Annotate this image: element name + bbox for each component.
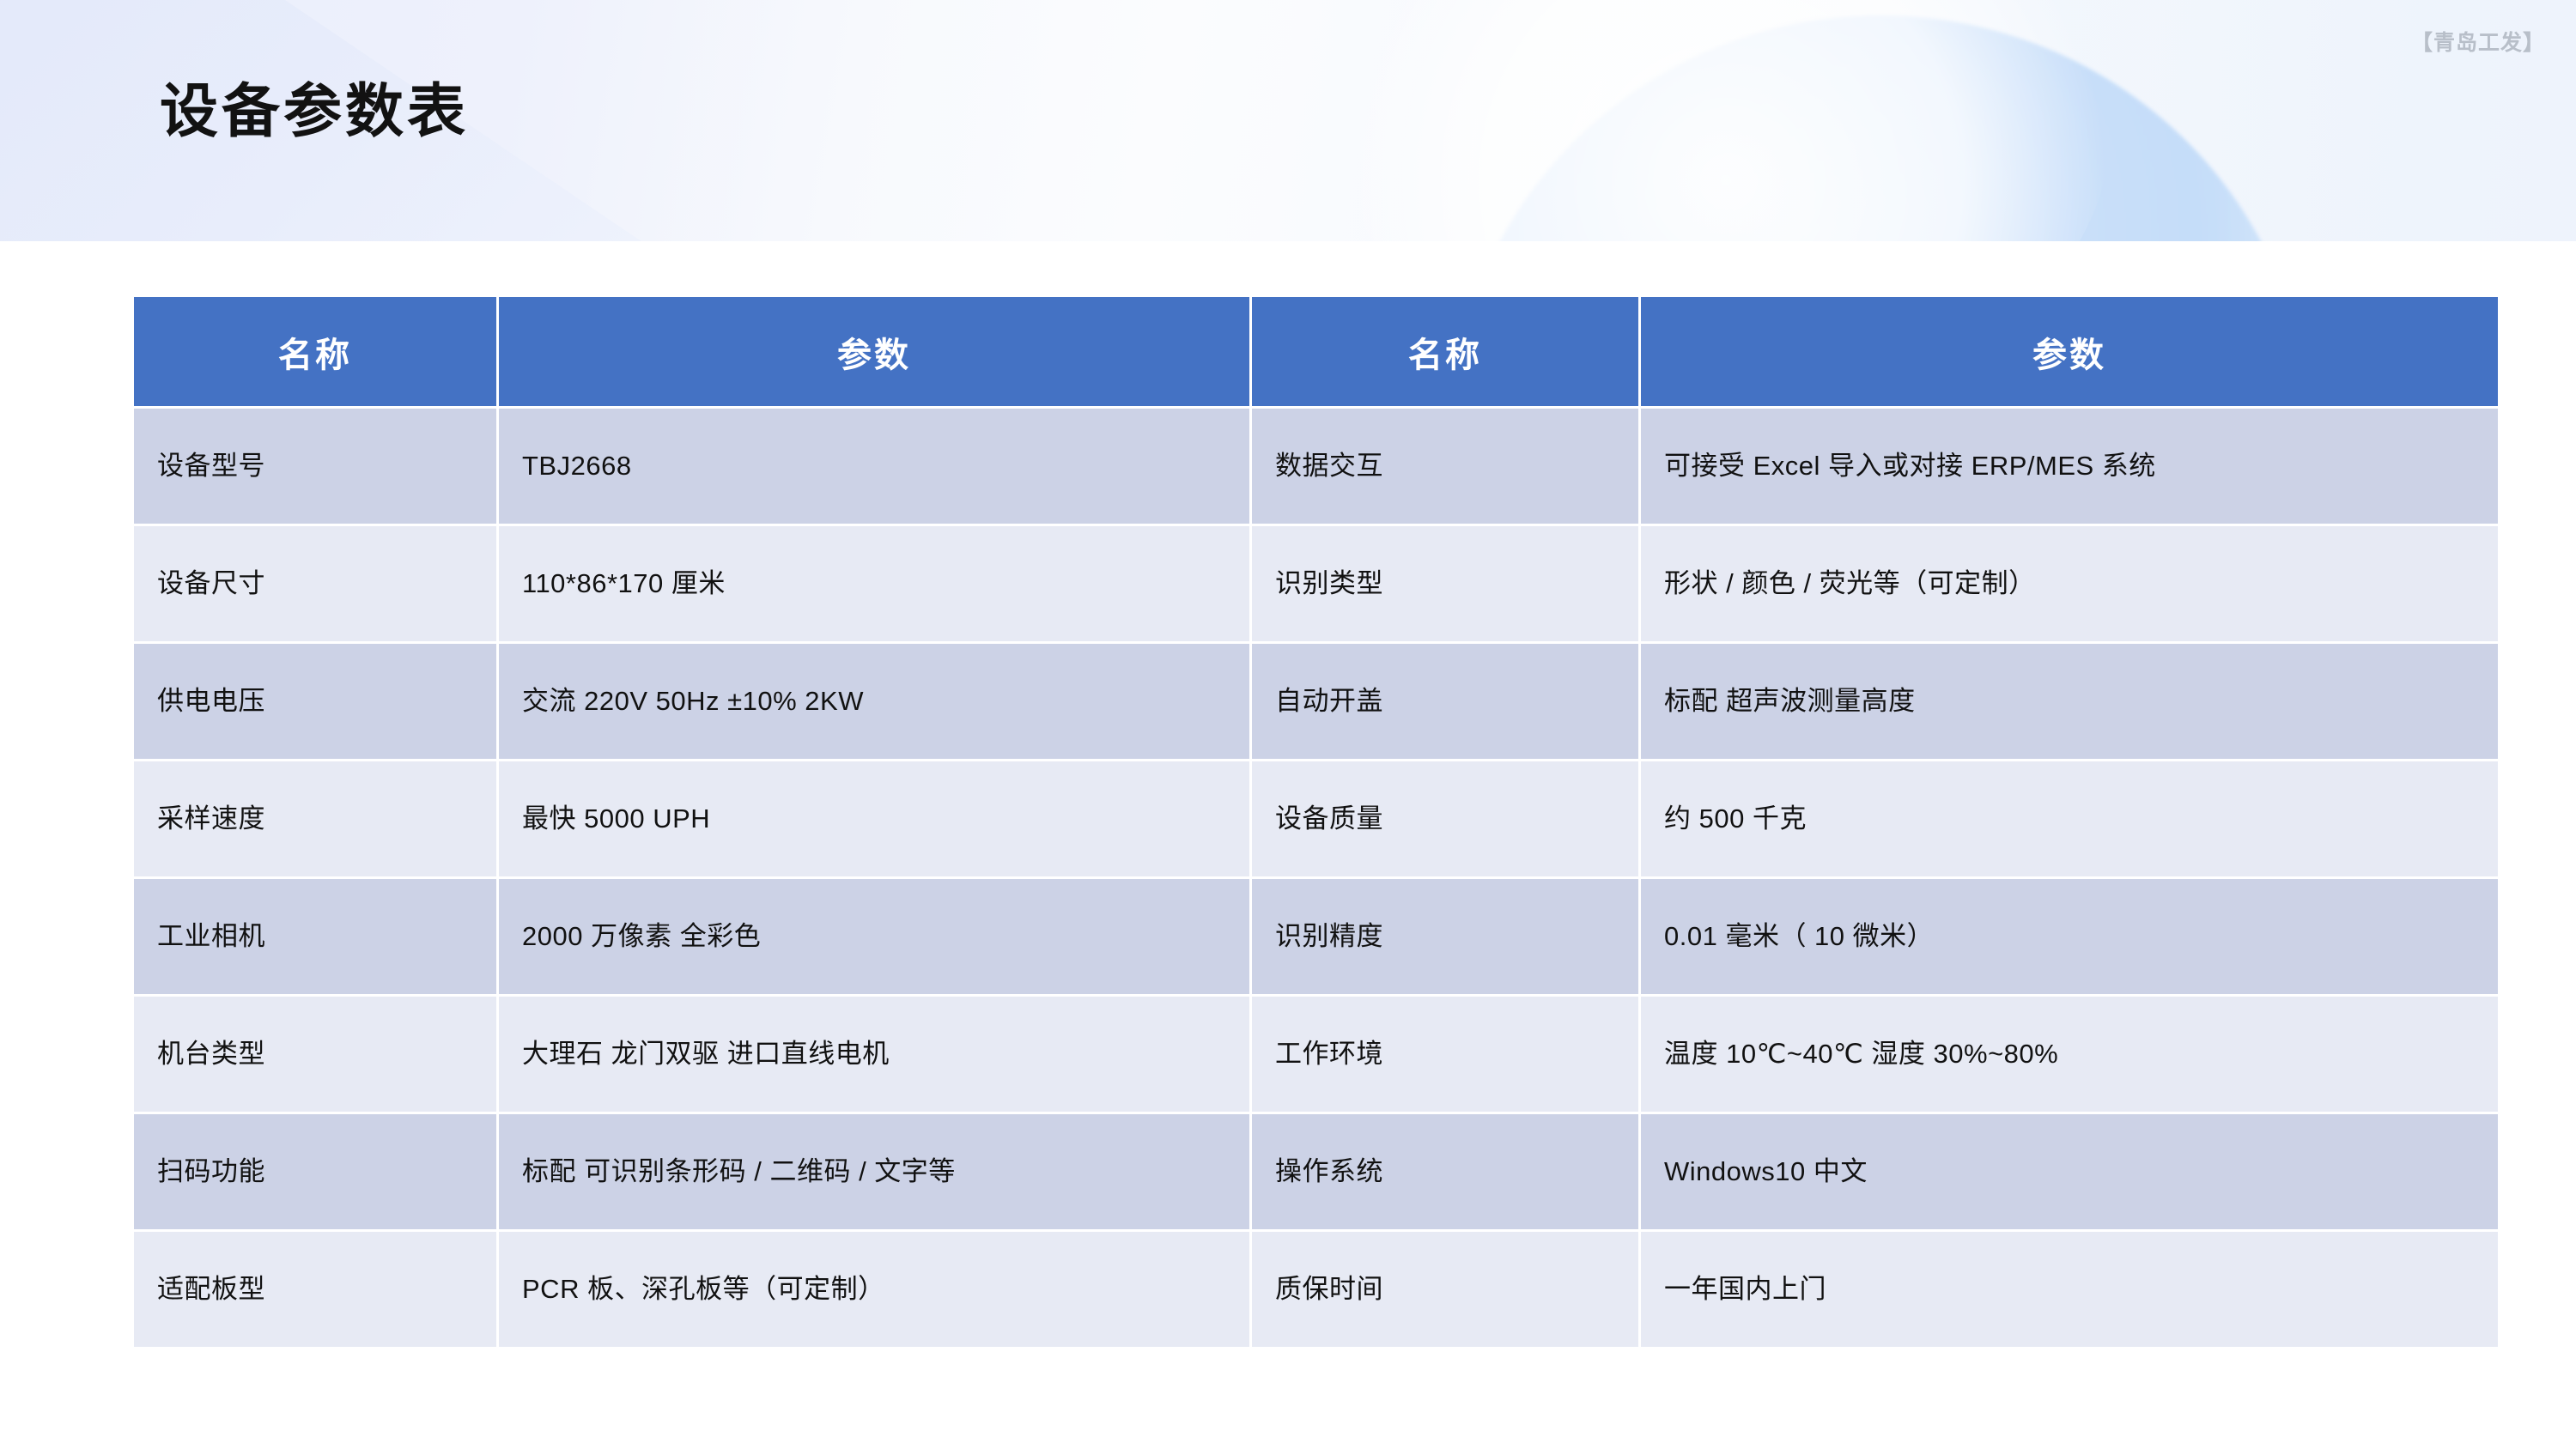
cell-value-left: 大理石 龙门双驱 进口直线电机 bbox=[499, 997, 1249, 1112]
table-header-row: 名称 参数 名称 参数 bbox=[134, 297, 2498, 406]
cell-value-right: 一年国内上门 bbox=[1641, 1232, 2498, 1347]
cell-name-right: 自动开盖 bbox=[1252, 644, 1638, 759]
cell-value-right: 可接受 Excel 导入或对接 ERP/MES 系统 bbox=[1641, 409, 2498, 524]
table-row: 供电电压 交流 220V 50Hz ±10% 2KW 自动开盖 标配 超声波测量… bbox=[134, 644, 2498, 759]
watermark-label: 【青岛工发】 bbox=[2410, 31, 2545, 55]
cell-value-left: 最快 5000 UPH bbox=[499, 761, 1249, 876]
cell-value-right: 约 500 千克 bbox=[1641, 761, 2498, 876]
table-header: 名称 参数 名称 参数 bbox=[134, 297, 2498, 406]
cell-name-right: 识别精度 bbox=[1252, 879, 1638, 994]
cell-name-left: 设备型号 bbox=[134, 409, 496, 524]
cell-value-right: Windows10 中文 bbox=[1641, 1114, 2498, 1229]
column-header-name-right: 名称 bbox=[1252, 297, 1638, 406]
cell-name-left: 机台类型 bbox=[134, 997, 496, 1112]
cell-name-left: 工业相机 bbox=[134, 879, 496, 994]
cell-value-left: 2000 万像素 全彩色 bbox=[499, 879, 1249, 994]
cell-name-right: 操作系统 bbox=[1252, 1114, 1638, 1229]
cell-name-right: 质保时间 bbox=[1252, 1232, 1638, 1347]
table-row: 采样速度 最快 5000 UPH 设备质量 约 500 千克 bbox=[134, 761, 2498, 876]
table-row: 适配板型 PCR 板、深孔板等（可定制） 质保时间 一年国内上门 bbox=[134, 1232, 2498, 1347]
column-header-value-left: 参数 bbox=[499, 297, 1249, 406]
cell-name-left: 适配板型 bbox=[134, 1232, 496, 1347]
header-highlight-shape bbox=[1340, 0, 2112, 241]
cell-value-left: TBJ2668 bbox=[499, 409, 1249, 524]
column-header-value-right: 参数 bbox=[1641, 297, 2498, 406]
header-decoration-band bbox=[0, 0, 2576, 241]
cell-name-left: 采样速度 bbox=[134, 761, 496, 876]
cell-name-right: 识别类型 bbox=[1252, 526, 1638, 641]
cell-name-right: 工作环境 bbox=[1252, 997, 1638, 1112]
table-row: 设备尺寸 110*86*170 厘米 识别类型 形状 / 颜色 / 荧光等（可定… bbox=[134, 526, 2498, 641]
column-header-name-left: 名称 bbox=[134, 297, 496, 406]
cell-name-right: 设备质量 bbox=[1252, 761, 1638, 876]
header-right-fade bbox=[2215, 0, 2576, 241]
table-row: 扫码功能 标配 可识别条形码 / 二维码 / 文字等 操作系统 Windows1… bbox=[134, 1114, 2498, 1229]
page-title: 设备参数表 bbox=[160, 79, 470, 144]
cell-value-right: 0.01 毫米（ 10 微米） bbox=[1641, 879, 2498, 994]
cell-name-left: 供电电压 bbox=[134, 644, 496, 759]
cell-name-left: 扫码功能 bbox=[134, 1114, 496, 1229]
cell-value-left: 交流 220V 50Hz ±10% 2KW bbox=[499, 644, 1249, 759]
cell-value-left: 110*86*170 厘米 bbox=[499, 526, 1249, 641]
equipment-parameter-table: 名称 参数 名称 参数 设备型号 TBJ2668 数据交互 可接受 Excel … bbox=[131, 294, 2500, 1349]
table-row: 工业相机 2000 万像素 全彩色 识别精度 0.01 毫米（ 10 微米） bbox=[134, 879, 2498, 994]
cell-value-right: 标配 超声波测量高度 bbox=[1641, 644, 2498, 759]
table-body: 设备型号 TBJ2668 数据交互 可接受 Excel 导入或对接 ERP/ME… bbox=[134, 409, 2498, 1347]
cell-value-left: 标配 可识别条形码 / 二维码 / 文字等 bbox=[499, 1114, 1249, 1229]
cell-name-right: 数据交互 bbox=[1252, 409, 1638, 524]
cell-name-left: 设备尺寸 bbox=[134, 526, 496, 641]
table-row: 机台类型 大理石 龙门双驱 进口直线电机 工作环境 温度 10℃~40℃ 湿度 … bbox=[134, 997, 2498, 1112]
table-row: 设备型号 TBJ2668 数据交互 可接受 Excel 导入或对接 ERP/ME… bbox=[134, 409, 2498, 524]
cell-value-right: 温度 10℃~40℃ 湿度 30%~80% bbox=[1641, 997, 2498, 1112]
cell-value-left: PCR 板、深孔板等（可定制） bbox=[499, 1232, 1249, 1347]
cell-value-right: 形状 / 颜色 / 荧光等（可定制） bbox=[1641, 526, 2498, 641]
